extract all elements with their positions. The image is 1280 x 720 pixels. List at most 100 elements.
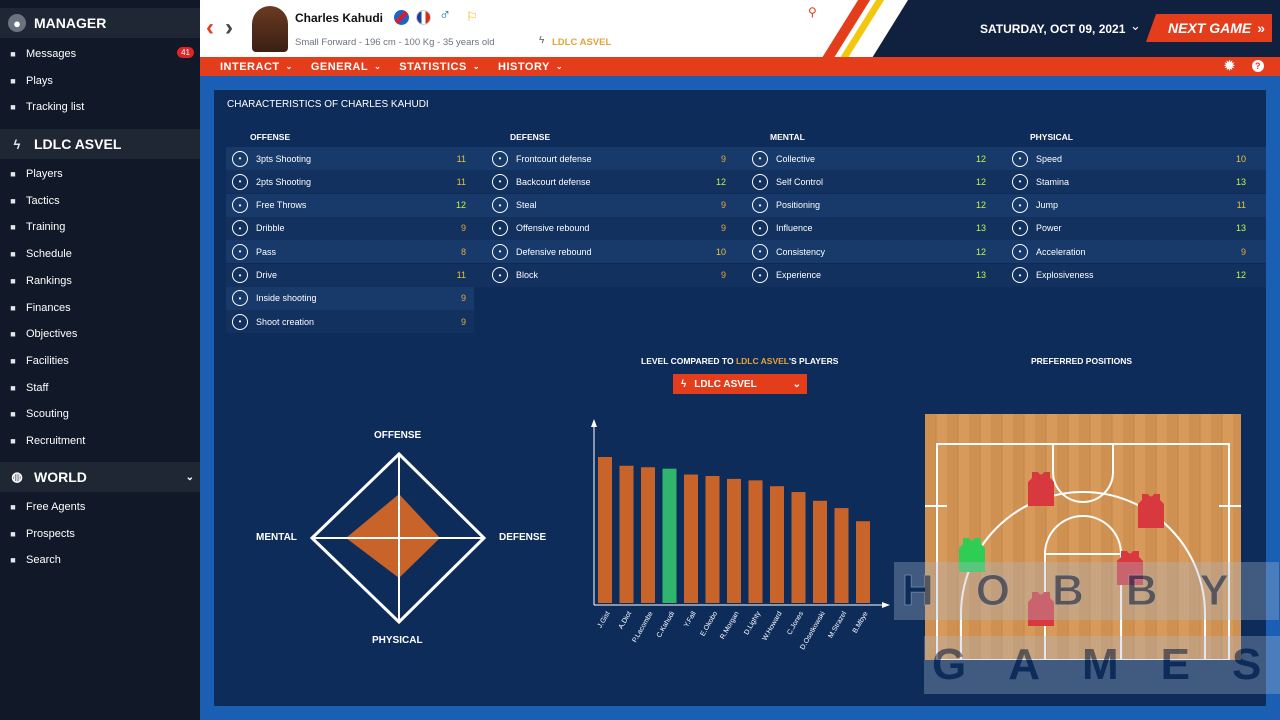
sidebar-item-free-agents[interactable]: ■ Free Agents [0, 494, 200, 520]
attribute-row[interactable]: • Shoot creation 9 [228, 310, 476, 333]
sidebar-item-search[interactable]: ■ Search [0, 547, 200, 573]
attribute-value: 10 [1235, 153, 1246, 164]
bar-c-jones[interactable] [791, 492, 806, 603]
attribute-row[interactable]: • Self Control 12 [748, 170, 996, 193]
bar-a-diot[interactable] [619, 465, 634, 603]
help-icon[interactable]: ? [1252, 60, 1264, 72]
sidebar-item-label: Tactics [26, 194, 60, 207]
sidebar-item-schedule[interactable]: ■ Schedule [0, 241, 200, 267]
attribute-row[interactable]: • Explosiveness 12 [1008, 264, 1256, 287]
attribute-row[interactable]: • Frontcourt defense 9 [488, 147, 736, 170]
attribute-name: Drive [256, 270, 278, 280]
sidebar-item-facilities[interactable]: ■ Facilities [0, 348, 200, 374]
sidebar-item-label: Players [26, 168, 63, 180]
attribute-icon: • [492, 173, 508, 190]
menu-interact[interactable]: INTERACT ⌄ [220, 61, 293, 73]
attribute-row[interactable]: • Backcourt defense 12 [488, 170, 736, 193]
characteristics-panel: CHARACTERISTICS OF CHARLES KAHUDI OFFENS… [214, 90, 1280, 706]
manager-section-header[interactable]: ● MANAGER [0, 8, 200, 38]
bar-j-gist[interactable] [598, 457, 612, 603]
attribute-value: 12 [1235, 270, 1246, 280]
sidebar-item-tracking-list[interactable]: ■ Tracking list [0, 94, 200, 120]
attribute-row[interactable]: • Dribble 9 [228, 217, 476, 240]
attribute-row[interactable]: • Inside shooting 9 [228, 287, 476, 310]
magnifier-icon[interactable]: ⚲ [808, 5, 817, 19]
world-section-header[interactable]: ◍ WORLD ⌄ [0, 462, 200, 492]
attribute-row[interactable]: • Consistency 12 [748, 240, 996, 263]
bar-r-morgan[interactable] [727, 478, 741, 603]
attribute-value: 12 [975, 176, 986, 187]
next-game-button[interactable]: NEXT GAME » [1146, 14, 1272, 42]
attribute-row[interactable]: • Speed 10 [1008, 147, 1256, 170]
attribute-row[interactable]: • Experience 13 [748, 264, 996, 287]
position-jersey-small-forward[interactable] [959, 538, 985, 572]
sidebar-item-training[interactable]: ■ Training [0, 214, 200, 240]
attribute-value: 9 [720, 270, 726, 280]
sidebar-item-finances[interactable]: ■ Finances [0, 295, 200, 321]
menu-history[interactable]: HISTORY ⌄ [498, 61, 563, 73]
attribute-row[interactable]: • Pass 8 [228, 240, 476, 263]
attribute-row[interactable]: • Collective 12 [748, 147, 996, 170]
attribute-row[interactable]: • Block 9 [488, 264, 736, 287]
attribute-value: 13 [1235, 176, 1246, 187]
attribute-row[interactable]: • Offensive rebound 9 [488, 217, 736, 240]
attribute-row[interactable]: • Stamina 13 [1008, 170, 1256, 193]
tactics-icon: ■ [10, 195, 16, 206]
attribute-row[interactable]: • Jump 11 [1008, 194, 1256, 217]
attribute-row[interactable]: • 3pts Shooting 11 [228, 147, 476, 170]
flag-drc-icon [394, 10, 409, 25]
attribute-row[interactable]: • Steal 9 [488, 194, 736, 217]
player-menu-bar: INTERACT ⌄ GENERAL ⌄ STATISTICS ⌄ HISTORY ⌄ … [200, 57, 1280, 76]
menu-general[interactable]: GENERAL ⌄ [311, 61, 381, 73]
bar-d-lighty[interactable] [748, 480, 763, 603]
sidebar-item-label: Training [26, 221, 66, 234]
bar-c-kahudi[interactable] [662, 468, 677, 603]
bar-w-howard[interactable] [770, 486, 784, 603]
attribute-row[interactable]: • Defensive rebound 10 [488, 240, 736, 263]
menu-statistics[interactable]: STATISTICS ⌄ [399, 61, 480, 73]
sidebar-item-tactics[interactable]: ■ Tactics [0, 188, 200, 214]
comparison-title-prefix: LEVEL COMPARED TO [641, 356, 736, 366]
bar-e-okobo[interactable] [705, 475, 720, 603]
attribute-row[interactable]: • Drive 11 [228, 264, 476, 287]
sidebar-item-objectives[interactable]: ■ Objectives [0, 321, 200, 347]
attribute-row[interactable]: • Influence 13 [748, 217, 996, 240]
bar-d-osetkowski[interactable] [813, 500, 827, 603]
position-jersey-point-guard [1028, 592, 1054, 626]
sidebar-item-recruitment[interactable]: ■ Recruitment [0, 428, 200, 454]
sidebar-item-prospects[interactable]: ■ Prospects [0, 521, 200, 547]
attribute-value: 9 [1240, 246, 1246, 257]
attribute-row-bg [226, 193, 1266, 217]
date-chevron-down-icon[interactable]: ⌄ [1130, 18, 1141, 33]
bookmark-icon[interactable]: ⚐ [466, 9, 478, 24]
attribute-row[interactable]: • Positioning 12 [748, 194, 996, 217]
back-arrow-icon[interactable]: ‹ [206, 14, 214, 41]
settings-gear-icon[interactable]: ✹ [1224, 58, 1236, 73]
bar-p-lacombe[interactable] [641, 467, 655, 603]
bar-b-mbye[interactable] [856, 521, 870, 603]
menu-interact-label: INTERACT [220, 60, 280, 73]
team-select-dropdown[interactable]: ϟ LDLC ASVEL ⌄ [673, 374, 807, 394]
sidebar-item-label: Objectives [26, 328, 78, 341]
attribute-row[interactable]: • Power 13 [1008, 217, 1256, 240]
sidebar-item-players[interactable]: ■ Players [0, 161, 200, 187]
bar-y-fall[interactable] [684, 474, 698, 603]
free-throw-circle [1044, 515, 1122, 555]
attribute-row[interactable]: • Free Throws 12 [228, 194, 476, 217]
sidebar-item-label: Rankings [26, 274, 72, 287]
attribute-value: 10 [715, 246, 726, 257]
attribute-row[interactable]: • Acceleration 9 [1008, 240, 1256, 263]
sidebar-item-messages[interactable]: ■ Messages 41 [0, 41, 200, 67]
club-link[interactable]: LDLC ASVEL [552, 37, 612, 48]
attribute-row[interactable]: • 2pts Shooting 11 [228, 170, 476, 193]
sidebar-item-scouting[interactable]: ■ Scouting [0, 401, 200, 427]
chevron-down-icon[interactable]: ⌄ [185, 471, 194, 483]
sidebar-item-staff[interactable]: ■ Staff [0, 375, 200, 401]
sidebar-item-rankings[interactable]: ■ Rankings [0, 268, 200, 294]
attribute-row-bg [226, 263, 1266, 287]
team-section-header[interactable]: ϟ LDLC ASVEL [0, 129, 200, 159]
bar-m-strazel[interactable] [834, 508, 849, 603]
bar-label: E.Okobo [700, 610, 720, 637]
forward-arrow-icon[interactable]: › [225, 14, 233, 41]
sidebar-item-plays[interactable]: ■ Plays [0, 68, 200, 94]
